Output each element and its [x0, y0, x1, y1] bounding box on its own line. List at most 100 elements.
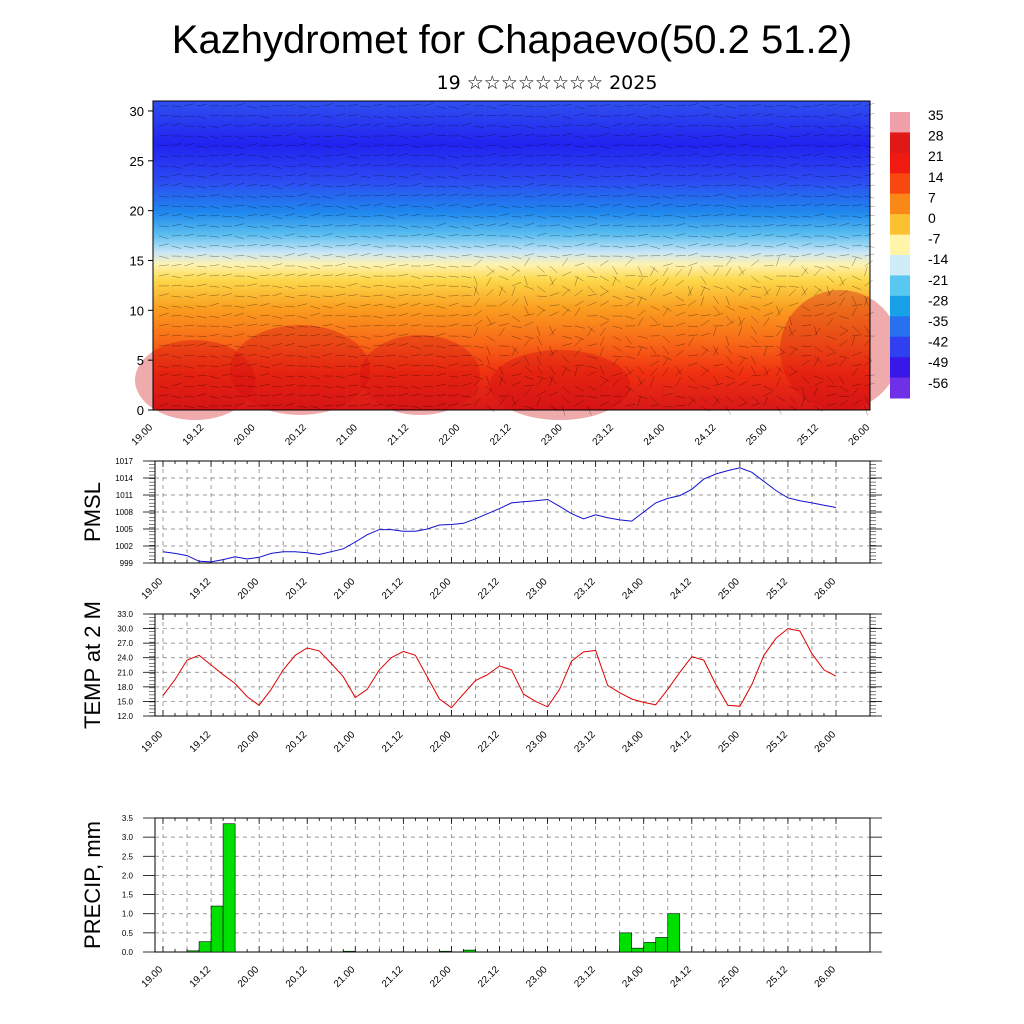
wind-barb: [851, 244, 862, 247]
wind-barb: [436, 245, 447, 249]
wind-barb: [851, 383, 862, 387]
wind-barb: [158, 365, 169, 368]
precip-y-tick-label: 3.5: [122, 814, 134, 823]
wind-barb: [625, 258, 633, 267]
wind-barb: [259, 184, 270, 187]
wind-barb: [234, 312, 245, 317]
wind-barb: [486, 114, 497, 117]
wind-barb: [247, 315, 257, 320]
wind-barb: [171, 214, 182, 217]
wind-barb: [738, 255, 749, 259]
wind-barb: [549, 245, 560, 249]
wind-barb: [360, 215, 371, 218]
wind-barb: [473, 255, 484, 259]
wind-barb: [360, 163, 371, 167]
wind-barb: [826, 244, 837, 247]
wind-barb: [234, 223, 245, 227]
wind-barb: [650, 173, 661, 177]
wind-barb: [284, 295, 295, 299]
wind-barb: [209, 135, 220, 139]
wind-barb: [196, 265, 207, 268]
pmsl-x-tick-label: 19.00: [140, 576, 166, 602]
wind-barb: [499, 355, 510, 357]
wind-barb: [814, 312, 824, 317]
wind-barb: [587, 355, 598, 359]
wind-barb: [158, 334, 169, 337]
heatmap-y-tick-label: 25: [130, 154, 144, 169]
wind-barb: [284, 233, 295, 237]
wind-barb: [335, 335, 346, 339]
temp-x-tick-label: 21.12: [380, 729, 406, 755]
wind-barb: [436, 403, 446, 407]
wind-barb: [360, 345, 371, 350]
wind-barb: [788, 233, 799, 237]
wind-barb: [587, 343, 598, 347]
wind-barb: [637, 214, 648, 217]
wind-barb: [461, 215, 472, 218]
wind-barb: [196, 155, 207, 157]
wind-barb: [562, 395, 570, 404]
wind-barb: [574, 307, 581, 317]
wind-barb: [713, 295, 720, 305]
wind-barb: [473, 345, 484, 349]
wind-barb: [524, 253, 535, 257]
wind-barb: [158, 212, 169, 217]
wind-barb: [612, 357, 619, 367]
wind-barb: [398, 175, 409, 178]
wind-barb: [511, 381, 521, 387]
wind-barb: [650, 360, 660, 367]
wind-barb: [511, 395, 516, 406]
wind-barb: [272, 263, 283, 267]
temp-y-tick-label: 27.0: [117, 639, 133, 648]
wind-barb: [625, 225, 636, 227]
wind-barb: [247, 275, 257, 280]
wind-barb: [612, 335, 622, 341]
wind-barb: [436, 193, 447, 197]
wind-barb: [360, 204, 371, 207]
wind-barb: [549, 275, 554, 286]
temp-y-tick-label: 12.0: [117, 712, 133, 721]
temp-y-tick-label: 15.0: [117, 697, 133, 706]
wind-barb: [310, 143, 321, 147]
wind-barb: [625, 205, 636, 209]
temp-frame: [154, 613, 871, 717]
wind-barb: [184, 295, 195, 299]
wind-barb: [776, 155, 787, 159]
wind-barb: [700, 320, 710, 327]
wind-barb: [700, 204, 711, 207]
wind-barb: [650, 105, 661, 108]
wind-barb: [385, 314, 396, 317]
wind-barb: [675, 215, 686, 219]
wind-barb: [184, 315, 195, 318]
precip-x-tick-label: 19.12: [188, 964, 214, 990]
wind-barb: [473, 135, 484, 138]
wind-barb: [196, 393, 207, 397]
wind-barb: [360, 235, 371, 238]
wind-barb: [587, 385, 597, 391]
wind-barb: [398, 144, 409, 147]
wind-barb: [826, 114, 837, 117]
wind-barb: [549, 134, 560, 137]
heatmap-x-tick-label: 22.12: [488, 422, 514, 448]
wind-barb: [738, 175, 749, 180]
wind-barb: [688, 145, 699, 148]
wind-barb: [310, 344, 321, 347]
wind-barb: [562, 245, 573, 248]
wind-barb: [662, 135, 673, 138]
wind-barb: [373, 315, 383, 319]
wind-barb: [776, 235, 787, 238]
wind-barb: [247, 344, 258, 347]
wind-barb: [360, 154, 371, 157]
wind-barb: [259, 345, 270, 349]
wind-barb: [839, 254, 850, 257]
wind-barb: [448, 265, 459, 268]
heatmap-y-tick-label: 30: [130, 104, 144, 119]
wind-barb: [700, 184, 711, 187]
wind-barb: [713, 345, 719, 355]
wind-barb: [373, 235, 383, 239]
wind-barb: [725, 213, 736, 217]
pmsl-y-tick-label: 1017: [115, 457, 133, 466]
wind-barb: [398, 392, 409, 397]
wind-barb: [788, 193, 799, 197]
wind-barb: [360, 123, 371, 127]
